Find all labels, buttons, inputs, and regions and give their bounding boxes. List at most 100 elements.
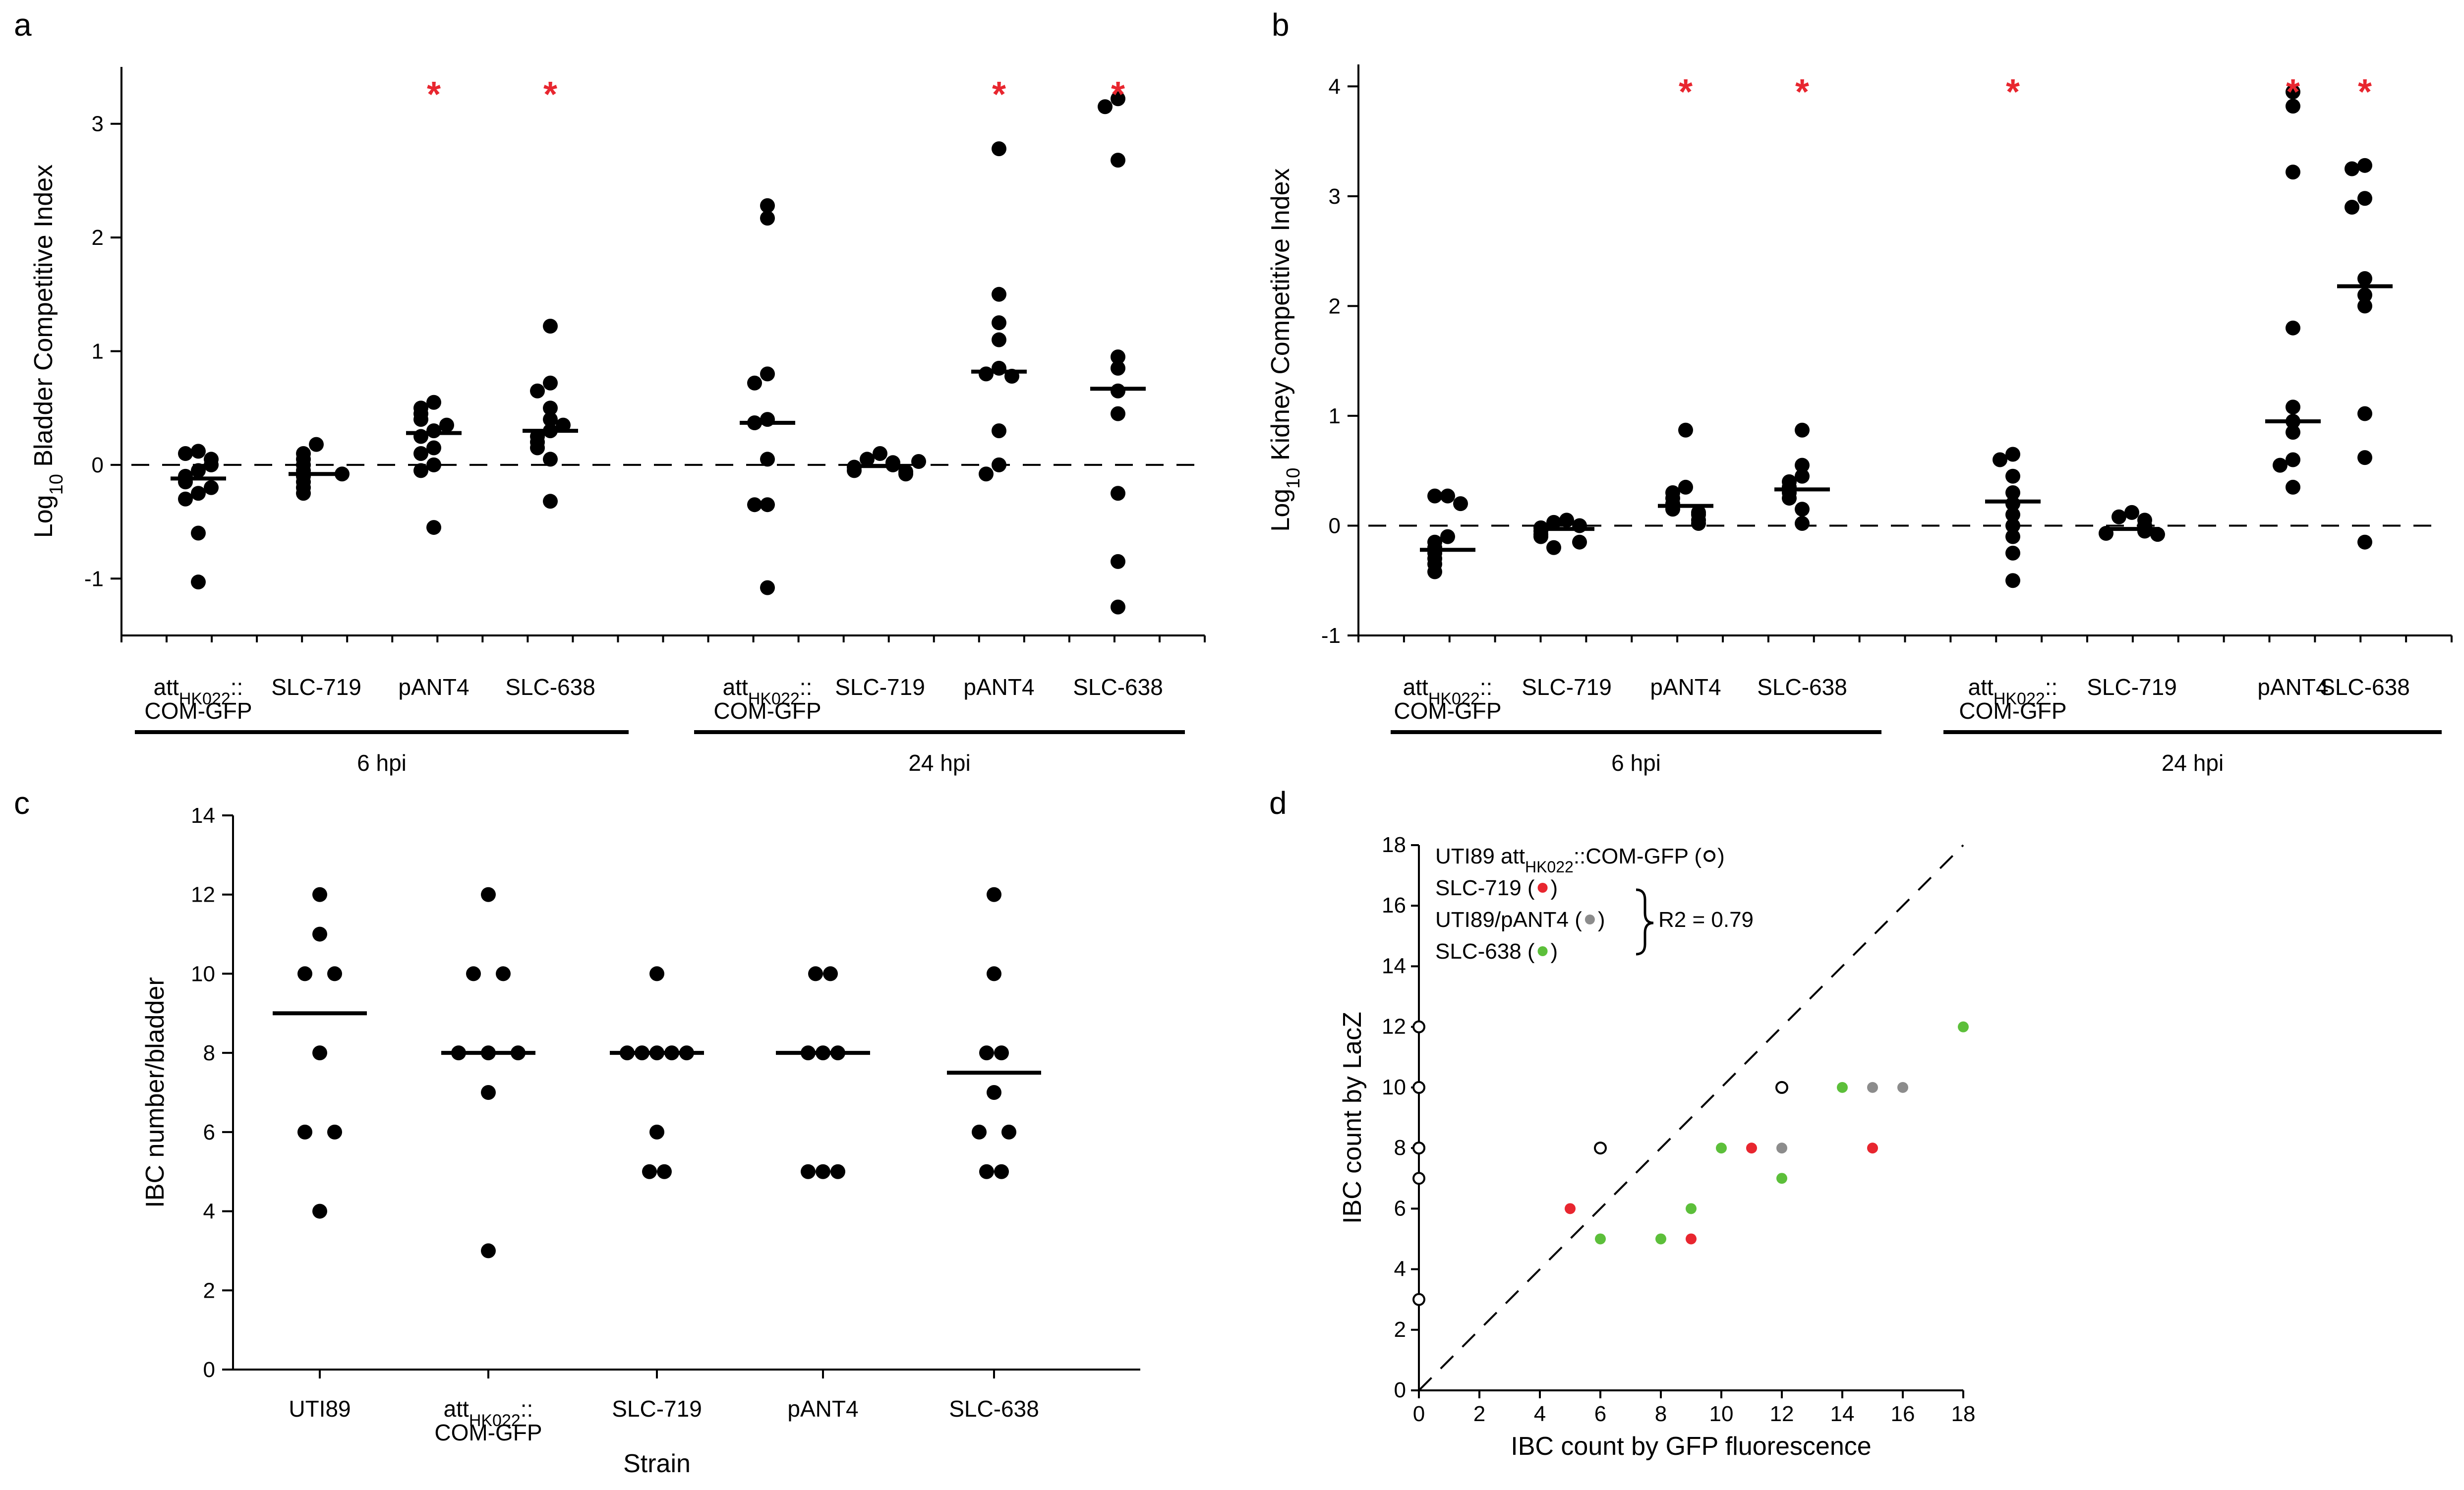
data-point (312, 1203, 327, 1219)
data-point (2357, 287, 2372, 303)
legend-close: ) (1551, 939, 1558, 964)
data-point (413, 446, 428, 461)
x-tick-label: 10 (1709, 1402, 1734, 1426)
data-point (2286, 479, 2300, 495)
data-point (760, 366, 775, 382)
category-label: SLC-719 (835, 674, 925, 700)
category-label: pANT4 (1650, 674, 1721, 700)
data-point (1412, 1020, 1425, 1033)
y-tick-label: 0 (203, 1358, 215, 1382)
data-point (1559, 513, 1574, 528)
y-tick-label: 8 (203, 1041, 215, 1065)
data-point (1776, 1173, 1787, 1184)
significance-asterisk: * (2006, 72, 2020, 112)
data-point (2005, 468, 2020, 484)
data-point (2005, 447, 2020, 462)
data-point (1782, 491, 1797, 506)
data-point (747, 497, 762, 513)
panel-c: c 0 2 4 6 8 10 12 14 IBC number/bladder Strain UTI8… (14, 785, 1140, 1478)
data-point (1412, 1293, 1425, 1306)
data-point (2286, 452, 2300, 467)
legend-marker (1537, 946, 1548, 956)
data-point (426, 395, 441, 410)
data-point (1453, 496, 1468, 512)
data-point (1546, 540, 1561, 555)
data-point (992, 315, 1006, 331)
legend-entry: UTI89 attHK022::COM-GFP ( (1435, 844, 1701, 876)
significance-asterisk: * (1111, 75, 1125, 115)
data-point (2345, 200, 2359, 215)
data-point (1111, 91, 1125, 107)
data-point (426, 440, 441, 456)
data-point (1427, 564, 1442, 579)
data-point (1001, 1124, 1016, 1140)
panel-b: b -1 0 1 2 3 4 Log10 Kidney Competitive Index at… (1266, 7, 2453, 776)
data-point (1111, 360, 1125, 376)
data-point (2286, 165, 2300, 180)
data-point (992, 332, 1006, 347)
data-point (1867, 1082, 1878, 1093)
data-point (543, 452, 558, 467)
y-tick-label: 2 (203, 1278, 215, 1303)
y-tick-label: 12 (191, 883, 215, 907)
category-label: SLC-719 (1522, 674, 1612, 700)
legend-entry: SLC-638 ( (1435, 939, 1535, 964)
data-point (543, 412, 558, 427)
data-point (2357, 450, 2372, 465)
category-label: pANT4 (963, 674, 1034, 700)
data-point (2124, 505, 2139, 520)
data-point (1546, 515, 1561, 530)
data-point (1867, 1143, 1878, 1154)
y-tick-label: 1 (92, 340, 104, 364)
data-point (2357, 406, 2372, 421)
data-point (1795, 516, 1810, 531)
data-point (413, 412, 428, 427)
data-point (543, 319, 558, 334)
y-tick-label: 3 (1329, 184, 1341, 209)
data-point (2005, 518, 2020, 533)
data-point (2357, 158, 2372, 173)
category-label: SLC-638 (1073, 674, 1163, 700)
legend-marker (1584, 915, 1595, 924)
data-point (1837, 1082, 1848, 1093)
data-point (530, 383, 545, 399)
data-point (309, 437, 324, 452)
data-point (1111, 599, 1125, 615)
data-point (439, 417, 454, 433)
data-point (911, 454, 926, 469)
y-tick-label: 2 (1394, 1318, 1406, 1342)
data-point (191, 463, 206, 478)
data-point (327, 1124, 342, 1140)
data-point (297, 1124, 312, 1140)
data-point (2273, 458, 2288, 473)
data-point (543, 375, 558, 391)
y-tick-label: 4 (1394, 1257, 1406, 1281)
y-tick-label: 6 (1394, 1196, 1406, 1220)
data-point (760, 497, 775, 513)
legend-entry: UTI89/pANT4 ( (1435, 908, 1582, 932)
data-point (830, 1164, 845, 1179)
data-point (642, 1164, 657, 1179)
data-point (994, 1164, 1009, 1179)
panel-letter: a (14, 7, 32, 43)
y-axis-title: IBC count by LacZ (1338, 1012, 1367, 1224)
data-point (992, 423, 1006, 439)
data-point (2137, 523, 2152, 539)
x-tick-label: 6 (1594, 1402, 1606, 1426)
data-point (1795, 502, 1810, 517)
data-point (1678, 422, 1693, 438)
data-point (466, 966, 481, 981)
data-point (649, 1124, 664, 1140)
category-label: COM-GFP (434, 1420, 542, 1445)
legend-marker (1703, 850, 1716, 862)
data-point (1775, 1081, 1788, 1094)
data-point (312, 1045, 327, 1061)
data-point (2357, 271, 2372, 286)
category-label: SLC-719 (612, 1396, 702, 1422)
data-point (1427, 488, 1442, 504)
legend-close: ) (1717, 844, 1725, 868)
data-point (1595, 1233, 1606, 1245)
category-label: COM-GFP (713, 698, 821, 724)
data-point (1565, 1203, 1576, 1214)
data-point (2357, 298, 2372, 314)
